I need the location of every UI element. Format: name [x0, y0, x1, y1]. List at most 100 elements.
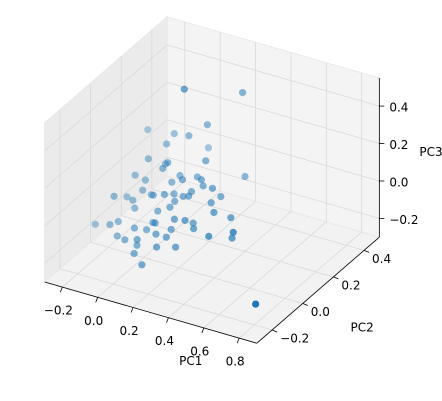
tick-mark: [272, 329, 278, 333]
point: [239, 89, 247, 97]
point: [130, 224, 139, 232]
z-axis-label: PC3: [419, 145, 442, 159]
point: [185, 192, 193, 200]
point: [121, 236, 129, 244]
point: [180, 85, 188, 93]
point: [144, 155, 152, 163]
point: [181, 216, 189, 225]
grid-line: [151, 188, 365, 251]
tick-mark: [166, 317, 169, 323]
point: [203, 121, 211, 129]
y-tick-label: −0.2: [280, 331, 309, 345]
point: [170, 130, 178, 138]
point: [159, 164, 167, 173]
grid-line: [44, 81, 168, 189]
point: [167, 225, 175, 234]
y-tick-label: 0.0: [311, 305, 330, 319]
point: [168, 178, 176, 186]
tick-mark: [130, 307, 134, 313]
point: [139, 186, 147, 194]
x-tick-label: −0.2: [44, 304, 73, 318]
point: [151, 219, 159, 227]
z-tick-label: −0.2: [389, 213, 418, 227]
point: [199, 182, 207, 190]
grid-line: [203, 221, 327, 329]
grid-line: [167, 81, 380, 144]
x-tick-label: 0.6: [190, 344, 209, 358]
point: [208, 184, 217, 192]
point: [190, 225, 198, 233]
x-axis-line: [44, 281, 257, 344]
point: [179, 192, 187, 201]
grid-line: [167, 119, 380, 182]
point: [160, 190, 168, 199]
point: [91, 220, 99, 228]
point: [147, 191, 155, 199]
point: [141, 176, 150, 184]
tick-mark: [59, 286, 63, 293]
point: [185, 132, 193, 140]
tick-mark: [95, 297, 99, 303]
point: [133, 241, 141, 249]
point: [133, 236, 141, 244]
point: [149, 191, 157, 199]
point: [142, 226, 151, 234]
point: [130, 249, 138, 258]
tick-mark: [302, 303, 308, 306]
point: [227, 214, 235, 222]
grid-line: [97, 190, 221, 298]
point: [170, 215, 179, 223]
point: [229, 228, 237, 236]
point: [123, 193, 131, 201]
point: [252, 300, 260, 308]
point: [144, 126, 152, 134]
point: [171, 243, 180, 251]
point: [210, 208, 218, 217]
point: [129, 196, 137, 204]
grid-line: [44, 119, 168, 227]
point: [205, 232, 213, 240]
point: [178, 176, 187, 184]
x-tick-label: 0.0: [84, 314, 103, 328]
point: [189, 219, 197, 227]
grid-line: [167, 156, 380, 219]
point: [110, 192, 118, 200]
point: [166, 203, 174, 211]
point: [131, 204, 139, 212]
z-tick-label: 0.2: [389, 138, 408, 152]
point: [204, 144, 213, 152]
point: [153, 243, 161, 251]
point: [154, 207, 162, 215]
x-tick-label: 0.4: [155, 334, 174, 348]
y-tick-label: 0.2: [341, 278, 360, 292]
grid-line: [59, 268, 273, 331]
tick-mark: [236, 337, 240, 344]
point: [162, 233, 170, 241]
point: [202, 157, 210, 165]
point: [228, 234, 236, 242]
point: [207, 199, 215, 207]
y-axis-label: PC2: [350, 321, 373, 335]
z-tick-label: 0.0: [389, 175, 408, 189]
y-axis-line: [256, 236, 380, 344]
point: [131, 171, 139, 179]
grid-line: [168, 211, 292, 319]
z-tick-label: 0.4: [389, 101, 408, 115]
grid-line: [90, 241, 303, 304]
point: [138, 261, 146, 269]
y-tick-label: 0.4: [372, 252, 391, 266]
point: [152, 230, 160, 238]
tick-mark: [333, 276, 339, 280]
x-tick-label: 0.2: [120, 324, 139, 338]
point: [217, 192, 225, 201]
grid-line: [62, 180, 186, 288]
grid-line: [44, 156, 168, 264]
point: [164, 158, 172, 167]
grid-line: [167, 44, 380, 107]
point: [113, 232, 121, 240]
grid-line: [238, 231, 362, 339]
point: [241, 172, 249, 181]
x-tick-label: 0.8: [226, 355, 245, 369]
tick-mark: [201, 327, 205, 334]
point: [171, 197, 179, 205]
